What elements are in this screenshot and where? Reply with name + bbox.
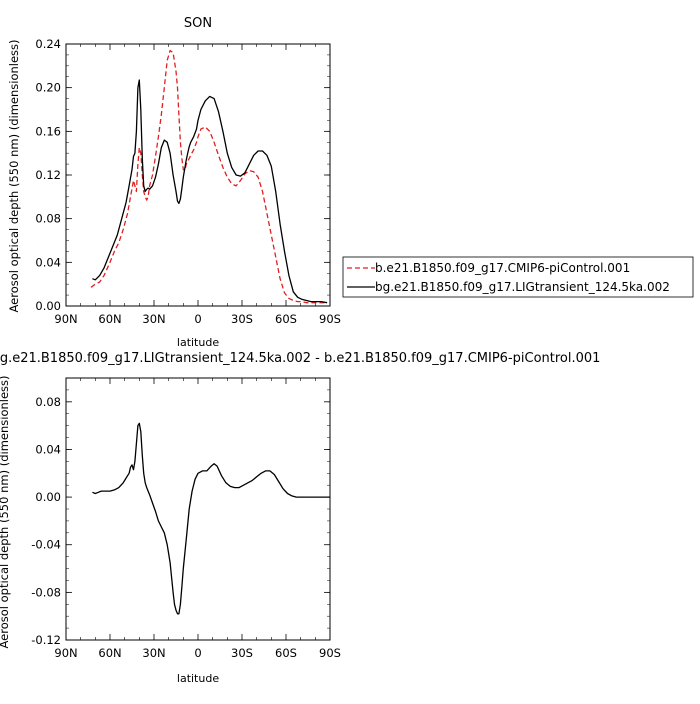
top-panel-ylabel: Aerosol optical depth (550 nm) (dimensio…: [7, 39, 21, 312]
top-ytick-label: 0.08: [35, 212, 61, 226]
bottom-panel-title: bg.e21.B1850.f09_g17.LIGtransient_124.5k…: [0, 351, 600, 366]
bottom-ytick-label: 0.04: [35, 442, 61, 456]
top-plot-area: 90N 60N 30N 0 30S 60S 90S 0.00 0.04 0.08 0.12 0.16 0…: [35, 37, 341, 326]
bottom-panel-ylabel: Aerosol optical depth (550 nm) (dimensio…: [0, 375, 11, 648]
top-panel: SON 90N 60N 30N 0 30S 60S 90S 0.00 0.04 0.08 0.12 0…: [7, 16, 341, 349]
top-xtick-label: 90S: [319, 312, 341, 326]
bottom-xtick-label: 0: [194, 646, 201, 660]
bottom-panel-xlabel: latitude: [177, 672, 219, 685]
bottom-ytick-label: 0.00: [35, 490, 61, 504]
bottom-xtick-label: 60N: [98, 646, 121, 660]
bottom-xtick-label: 60S: [275, 646, 297, 660]
bottom-ytick-label: 0.08: [35, 395, 61, 409]
legend: b.e21.B1850.f09_g17.CMIP6-piControl.001 …: [342, 256, 694, 298]
bottom-ytick-label: -0.08: [31, 585, 61, 599]
top-series-line-0: [90, 49, 328, 304]
top-xtick-label: 60S: [275, 312, 297, 326]
bottom-ytick-label: -0.12: [31, 633, 61, 647]
bottom-frame: [65, 377, 331, 641]
bottom-xtick-label: 90S: [319, 646, 341, 660]
bottom-xtick-label: 90N: [54, 646, 77, 660]
bottom-xtick-label: 30S: [231, 646, 253, 660]
bottom-ytick-label: -0.04: [31, 538, 61, 552]
top-ytick-label: 0.20: [35, 81, 61, 95]
top-ytick-label: 0.12: [35, 168, 61, 182]
bottom-xtick-label: 30N: [142, 646, 165, 660]
top-xtick-label: 30N: [142, 312, 165, 326]
bottom-series-line-0: [92, 422, 330, 615]
top-ytick-label: 0.16: [35, 124, 61, 138]
top-panel-title: SON: [184, 16, 212, 31]
legend-label-control: b.e21.B1850.f09_g17.CMIP6-piControl.001: [375, 261, 630, 275]
top-ytick-label: 0.24: [35, 37, 61, 51]
top-xtick-label: 30S: [231, 312, 253, 326]
top-ytick-label: 0.04: [35, 255, 61, 269]
legend-box: [342, 256, 694, 298]
top-series-line-1: [92, 79, 328, 304]
top-frame: [65, 43, 331, 307]
bottom-plot-area: 90N 60N 30N 0 30S 60S 90S -0.12 -0.08 -0.04 0.00 0.…: [31, 377, 341, 660]
top-xtick-label: 0: [194, 312, 201, 326]
legend-label-lig: bg.e21.B1850.f09_g17.LIGtransient_124.5k…: [375, 280, 670, 294]
top-ytick-label: 0.00: [35, 299, 61, 313]
bottom-panel: bg.e21.B1850.f09_g17.LIGtransient_124.5k…: [0, 351, 600, 685]
top-xtick-label: 60N: [98, 312, 121, 326]
top-panel-xlabel: latitude: [177, 336, 219, 349]
top-xtick-label: 90N: [54, 312, 77, 326]
